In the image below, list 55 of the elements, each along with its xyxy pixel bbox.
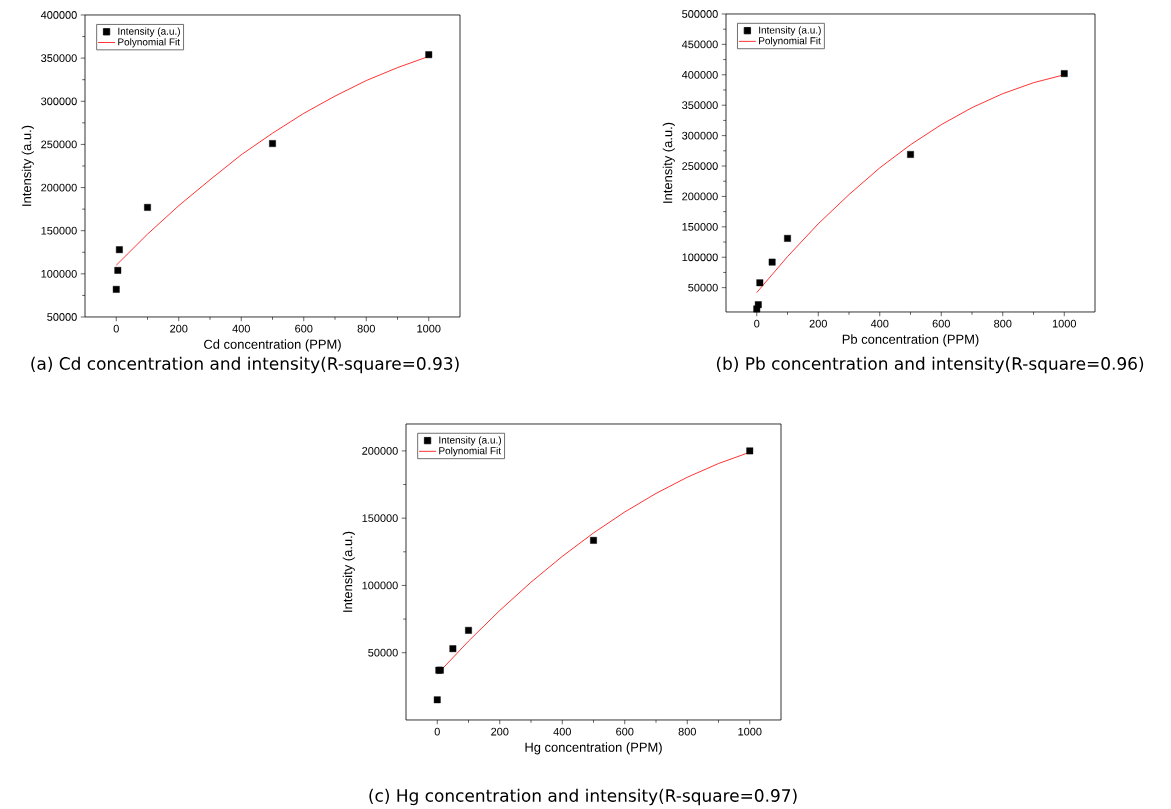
x-tick-label: 800 (357, 324, 375, 333)
text: (a) Cd concentration and intensity(R-square=0.93) (31, 356, 459, 374)
text: (b) Pb concentration and intensity(R-square=0.96) (716, 356, 1144, 374)
y-tick-label: 150000 (41, 226, 77, 235)
legend-label: Polynomial Fit (118, 38, 180, 48)
x-tick-label: 200 (491, 727, 509, 736)
y-axis-title: Intensity (a.u.) (662, 122, 675, 203)
y-tick-label: 200000 (41, 183, 77, 192)
y-axis-title: Intensity (a.u.) (21, 125, 34, 206)
x-tick-label: 400 (870, 319, 889, 328)
x-tick-label: 1000 (1052, 319, 1077, 328)
y-tick-label: 500000 (682, 10, 718, 18)
x-tick-label: 0 (434, 727, 440, 736)
y-tick-label: 150000 (362, 514, 398, 523)
legend-label: Intensity (a.u.) (759, 26, 821, 36)
y-tick-label: 50000 (47, 313, 77, 321)
x-tick-label: 800 (994, 319, 1012, 328)
x-tick-label: 0 (113, 324, 119, 333)
y-tick-label: 100000 (362, 581, 398, 590)
x-axis-title: Pb concentration (PPM) (842, 334, 979, 347)
y-axis-title: Intensity (a.u.) (342, 531, 355, 612)
x-tick-label: 600 (616, 727, 634, 736)
legend-label: Intensity (a.u.) (118, 27, 180, 37)
x-tick-label: 800 (678, 727, 696, 736)
y-tick-label: 400000 (40, 11, 77, 19)
x-tick-label: 1000 (738, 727, 762, 736)
x-axis-title: Hg concentration (PPM) (525, 742, 662, 755)
y-tick-label: 300000 (41, 97, 77, 106)
text: (c) Hg concentration and intensity(R-square=0.97) (369, 788, 797, 806)
y-tick-label: 100000 (682, 253, 718, 262)
x-tick-label: 1000 (417, 324, 441, 333)
y-tick-label: 50000 (368, 648, 398, 657)
y-tick-label: 50000 (688, 283, 718, 292)
x-tick-label: 200 (170, 324, 188, 333)
y-tick-label: 350000 (682, 101, 718, 110)
legend-label: Intensity (a.u.) (439, 436, 501, 446)
legend-label: Polynomial Fit (439, 446, 501, 457)
x-tick-label: 600 (295, 324, 313, 333)
x-axis-title: Cd concentration (PPM) (204, 339, 341, 352)
y-tick-label: 200000 (362, 447, 398, 455)
legend-label: Polynomial Fit (759, 37, 821, 47)
y-tick-label: 150000 (682, 222, 718, 231)
y-tick-label: 250000 (41, 140, 77, 149)
x-tick-label: 600 (932, 319, 950, 328)
y-tick-label: 450000 (681, 40, 718, 49)
x-tick-label: 0 (754, 319, 760, 328)
x-tick-label: 400 (232, 324, 250, 333)
y-tick-label: 100000 (41, 269, 77, 278)
y-tick-label: 250000 (682, 162, 718, 170)
y-tick-label: 400000 (681, 70, 718, 79)
x-tick-label: 200 (809, 319, 827, 328)
y-tick-label: 200000 (682, 192, 718, 201)
y-tick-label: 350000 (41, 54, 77, 63)
x-tick-label: 400 (553, 727, 571, 736)
y-tick-label: 300000 (682, 131, 718, 140)
